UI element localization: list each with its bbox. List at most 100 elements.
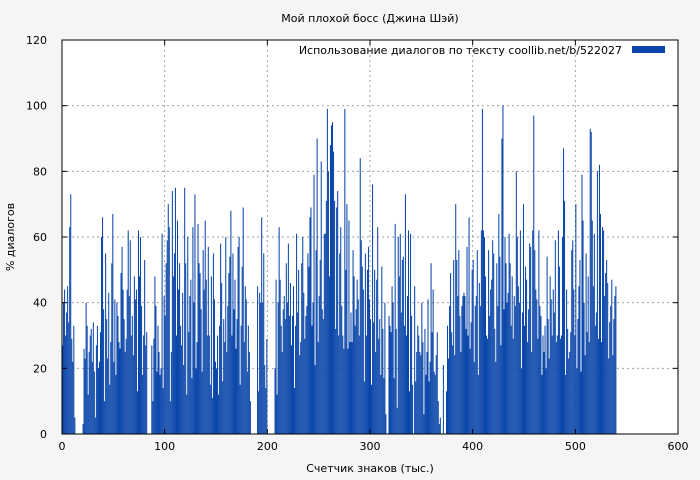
bar (114, 299, 116, 434)
bar (466, 246, 468, 434)
bar (604, 296, 606, 434)
bar (275, 279, 277, 434)
bar (574, 335, 576, 434)
bar (248, 351, 250, 434)
bar (88, 351, 90, 434)
bar (343, 348, 345, 434)
bar (470, 322, 472, 434)
legend: Использование диалогов по тексту coollib… (299, 44, 665, 57)
bar (210, 276, 212, 434)
bar (366, 269, 368, 434)
bar (211, 397, 213, 434)
bar (116, 302, 118, 434)
bar (172, 276, 174, 434)
bar (321, 309, 323, 434)
bar (551, 335, 553, 434)
bar (567, 328, 569, 434)
bar (319, 259, 321, 434)
bar (180, 325, 182, 434)
bar (330, 125, 333, 435)
bar (123, 319, 125, 434)
bar (615, 286, 617, 434)
bar (183, 365, 185, 434)
bar (212, 253, 214, 434)
bar (534, 250, 536, 434)
bar (602, 227, 604, 434)
bar (281, 351, 283, 434)
bar (407, 230, 410, 434)
bar (610, 305, 612, 434)
bar (238, 237, 240, 434)
bar (229, 256, 231, 434)
bar (296, 233, 298, 434)
bar (455, 204, 457, 434)
bar (541, 374, 543, 434)
bar (433, 371, 435, 434)
bar (421, 302, 423, 434)
bar (217, 335, 219, 434)
bar (309, 217, 311, 434)
bar (113, 361, 115, 434)
bar (426, 351, 428, 434)
bar (476, 250, 478, 434)
bar (473, 361, 475, 434)
bar (305, 315, 307, 434)
bar (509, 263, 511, 434)
bar (263, 253, 265, 434)
bar (102, 217, 104, 434)
bar (378, 338, 380, 434)
bar (403, 325, 405, 434)
bar (477, 374, 479, 434)
bar (507, 292, 509, 434)
bar (83, 348, 85, 434)
y-tick-label: 20 (33, 362, 47, 375)
bar (122, 289, 124, 434)
bar (358, 335, 360, 434)
bar (299, 355, 301, 434)
bar (118, 342, 120, 434)
bar (316, 138, 318, 434)
bar (606, 259, 608, 434)
bar (410, 233, 412, 434)
x-tick-label: 0 (59, 440, 66, 453)
bar (395, 328, 397, 434)
bar (218, 394, 220, 434)
bar (531, 351, 533, 434)
bar (291, 315, 293, 434)
bar (266, 338, 268, 434)
bar (279, 279, 281, 434)
bar (365, 335, 367, 434)
bar (603, 230, 605, 434)
bar (521, 312, 523, 434)
bar (103, 309, 105, 434)
bar (222, 381, 224, 434)
bar (377, 227, 379, 434)
bar (482, 230, 484, 434)
bar (577, 319, 579, 434)
bar (98, 361, 100, 434)
bar (301, 263, 303, 434)
bar (356, 279, 358, 434)
bar (424, 328, 426, 434)
bar (517, 286, 519, 434)
bar (117, 315, 119, 434)
bar (163, 296, 165, 434)
bar (276, 394, 278, 434)
bar (85, 302, 87, 434)
bar (265, 388, 267, 434)
bar (140, 237, 142, 434)
bar (289, 282, 291, 434)
bar (188, 332, 190, 434)
bar (429, 361, 431, 434)
bar (393, 378, 395, 434)
bar (539, 305, 541, 434)
bar (556, 335, 558, 434)
bar (458, 250, 460, 434)
bar (182, 292, 184, 434)
bar (543, 351, 545, 434)
bar (605, 273, 607, 434)
bar (527, 342, 529, 434)
bar (367, 246, 369, 434)
bar (575, 204, 577, 434)
